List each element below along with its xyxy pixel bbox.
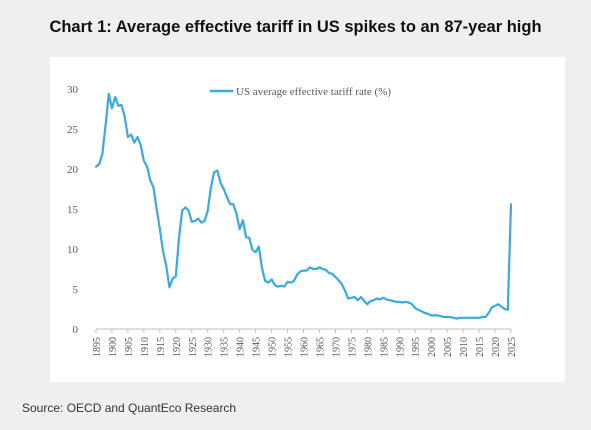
x-tick-label: 1935	[220, 337, 231, 357]
x-tick-label: 1945	[252, 337, 263, 357]
x-tick-label: 1965	[315, 337, 326, 357]
y-tick-label: 5	[73, 284, 79, 296]
x-tick-label: 1915	[156, 337, 167, 357]
x-tick-label: 1920	[172, 337, 183, 357]
x-tick-label: 1960	[300, 337, 311, 357]
x-tick-label: 2005	[443, 337, 454, 357]
x-tick-label: 1985	[379, 337, 390, 357]
x-tick-label: 1950	[268, 337, 279, 357]
x-tick-label: 1970	[331, 337, 342, 357]
x-tick-label: 1910	[140, 337, 151, 357]
x-tick-label: 1995	[411, 337, 422, 357]
x-tick-label: 1940	[236, 337, 247, 357]
x-tick-label: 2010	[459, 337, 470, 357]
x-tick-label: 2025	[507, 337, 518, 357]
y-tick-label: 15	[67, 204, 79, 216]
series-line	[94, 92, 513, 320]
x-tick-label: 1955	[284, 337, 295, 357]
x-tick-label: 1990	[395, 337, 406, 357]
x-tick-label: 2000	[427, 337, 438, 357]
x-tick-label: 1905	[124, 337, 135, 357]
source-note: Source: OECD and QuantEco Research	[22, 401, 237, 415]
chart-panel: 0 5 10 15 20 25 30 1895 1900 1905 1910 1915 1920 1925…	[50, 57, 565, 382]
x-tick-label: 2015	[475, 337, 486, 357]
x-tick-label: 1980	[363, 337, 374, 357]
y-tick-label: 30	[67, 84, 79, 96]
chart-title: Chart 1: Average effective tariff in US …	[49, 18, 542, 36]
x-tick-label: 2020	[491, 337, 502, 357]
y-tick-label: 0	[73, 324, 79, 336]
x-tick-label: 1930	[204, 337, 215, 357]
y-tick-label: 20	[67, 164, 79, 176]
x-tick-label: 1975	[347, 337, 358, 357]
y-tick-label: 25	[67, 124, 79, 136]
x-tick-label: 1895	[92, 337, 103, 357]
legend-label: US average effective tariff rate (%)	[236, 86, 391, 98]
y-tick-label: 10	[67, 244, 79, 256]
x-tick-label: 1925	[188, 337, 199, 357]
x-tick-label: 1900	[108, 337, 119, 357]
